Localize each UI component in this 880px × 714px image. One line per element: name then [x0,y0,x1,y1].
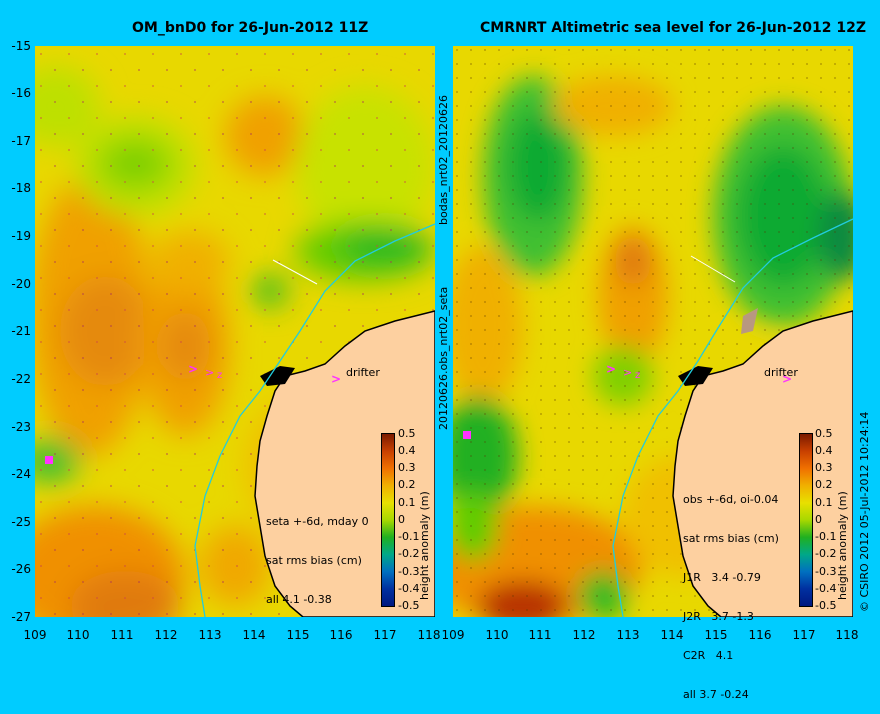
right-map-panel: > > z > [453,46,853,617]
annotation-line: J1R 3.4 -0.79 [683,571,761,584]
left-colorbar-title: height anomaly (m) [418,491,431,600]
x-tick-label: 116 [748,628,772,642]
x-tick-label: 109 [441,628,465,642]
colorbar-tick: -0.4 [398,582,420,595]
y-tick-label: -19 [11,229,31,243]
x-tick-label: 114 [242,628,266,642]
y-tick-label: -17 [11,134,31,148]
left-annotation-block: seta +-6d, mday 0 sat rms bias (cm) all … [266,489,369,619]
x-tick-label: 111 [110,628,134,642]
x-tick-label: 111 [528,628,552,642]
annotation-line: C2R 4.1 [683,649,734,662]
annotation-line: all 3.7 -0.24 [683,688,749,701]
x-tick-label: 110 [66,628,90,642]
colorbar-tick: -0.5 [815,599,837,612]
annotation-line: sat rms bias (cm) [683,532,779,545]
left-map-title: OM_bnD0 for 26-Jun-2012 11Z [132,20,369,36]
svg-text:z: z [635,370,640,381]
x-tick-label: 117 [373,628,397,642]
y-tick-label: -25 [11,515,31,529]
y-tick-label: -21 [11,324,31,338]
right-map-title: CMRNRT Altimetric sea level for 26-Jun-2… [480,20,866,36]
y-tick-label: -27 [11,610,31,624]
colorbar-tick: -0.2 [815,547,837,560]
copyright-label: © CSIRO 2012 05-Jul-2012 10:24:14 [858,411,871,612]
annotation-line: seta +-6d, mday 0 [266,515,369,528]
right-annotation-block: obs +-6d, oi-0.04 sat rms bias (cm) J1R … [683,467,779,714]
x-tick-label: 114 [660,628,684,642]
x-tick-label: 118 [835,628,859,642]
colorbar-tick: 0.4 [398,444,416,457]
y-tick-label: -24 [11,467,31,481]
colorbar-tick: 0.4 [815,444,833,457]
svg-text:>: > [623,366,632,379]
svg-text:>: > [188,362,198,376]
colorbar-tick: 0.1 [398,496,416,509]
x-tick-label: 113 [198,628,222,642]
colorbar-tick: 0.3 [398,461,416,474]
right-colorbar-title: height anomaly (m) [836,491,849,600]
x-tick-label: 117 [792,628,816,642]
left-colorbar [381,433,395,607]
colorbar-tick: 0.2 [398,478,416,491]
annotation-line: obs +-6d, oi-0.04 [683,493,779,506]
colorbar-tick: -0.3 [398,565,420,578]
colorbar-tick: -0.1 [398,530,420,543]
colorbar-tick: 0.1 [815,496,833,509]
y-tick-label: -22 [11,372,31,386]
annotation-line: sat rms bias (cm) [266,554,362,567]
y-tick-label: -16 [11,86,31,100]
y-tick-label: -23 [11,420,31,434]
colorbar-tick: 0.2 [815,478,833,491]
colorbar-tick: 0 [815,513,822,526]
x-tick-label: 113 [616,628,640,642]
svg-text:z: z [217,370,222,381]
y-tick-label: -26 [11,562,31,576]
colorbar-tick: -0.2 [398,547,420,560]
x-tick-label: 115 [704,628,728,642]
x-tick-label: 118 [417,628,441,642]
x-tick-label: 112 [154,628,178,642]
annotation-line: all 4.1 -0.38 [266,593,332,606]
middle-top-file-label: bodas_nrt02_20120626 [437,95,450,225]
svg-text:>: > [606,362,616,376]
right-colorbar [799,433,813,607]
x-tick-label: 116 [329,628,353,642]
colorbar-tick: 0 [398,513,405,526]
svg-text:>: > [782,372,792,386]
right-drifter-label: drifter [764,366,798,379]
left-drifter-label: drifter [346,366,380,379]
svg-text:>: > [205,366,214,379]
y-tick-label: -15 [11,39,31,53]
middle-bottom-file-label: 20120626.obs_nrt02_seta [437,286,450,430]
svg-text:>: > [331,372,341,386]
colorbar-tick: 0.5 [398,427,416,440]
colorbar-tick: -0.5 [398,599,420,612]
x-tick-label: 115 [286,628,310,642]
y-tick-label: -18 [11,181,31,195]
colorbar-tick: -0.4 [815,582,837,595]
colorbar-tick: -0.1 [815,530,837,543]
y-tick-label: -20 [11,277,31,291]
colorbar-tick: -0.3 [815,565,837,578]
left-map-panel: > > z > [35,46,435,617]
annotation-line: J2R 3.7 -1.3 [683,610,754,623]
colorbar-tick: 0.5 [815,427,833,440]
x-tick-label: 109 [23,628,47,642]
x-tick-label: 112 [572,628,596,642]
x-tick-label: 110 [485,628,509,642]
colorbar-tick: 0.3 [815,461,833,474]
